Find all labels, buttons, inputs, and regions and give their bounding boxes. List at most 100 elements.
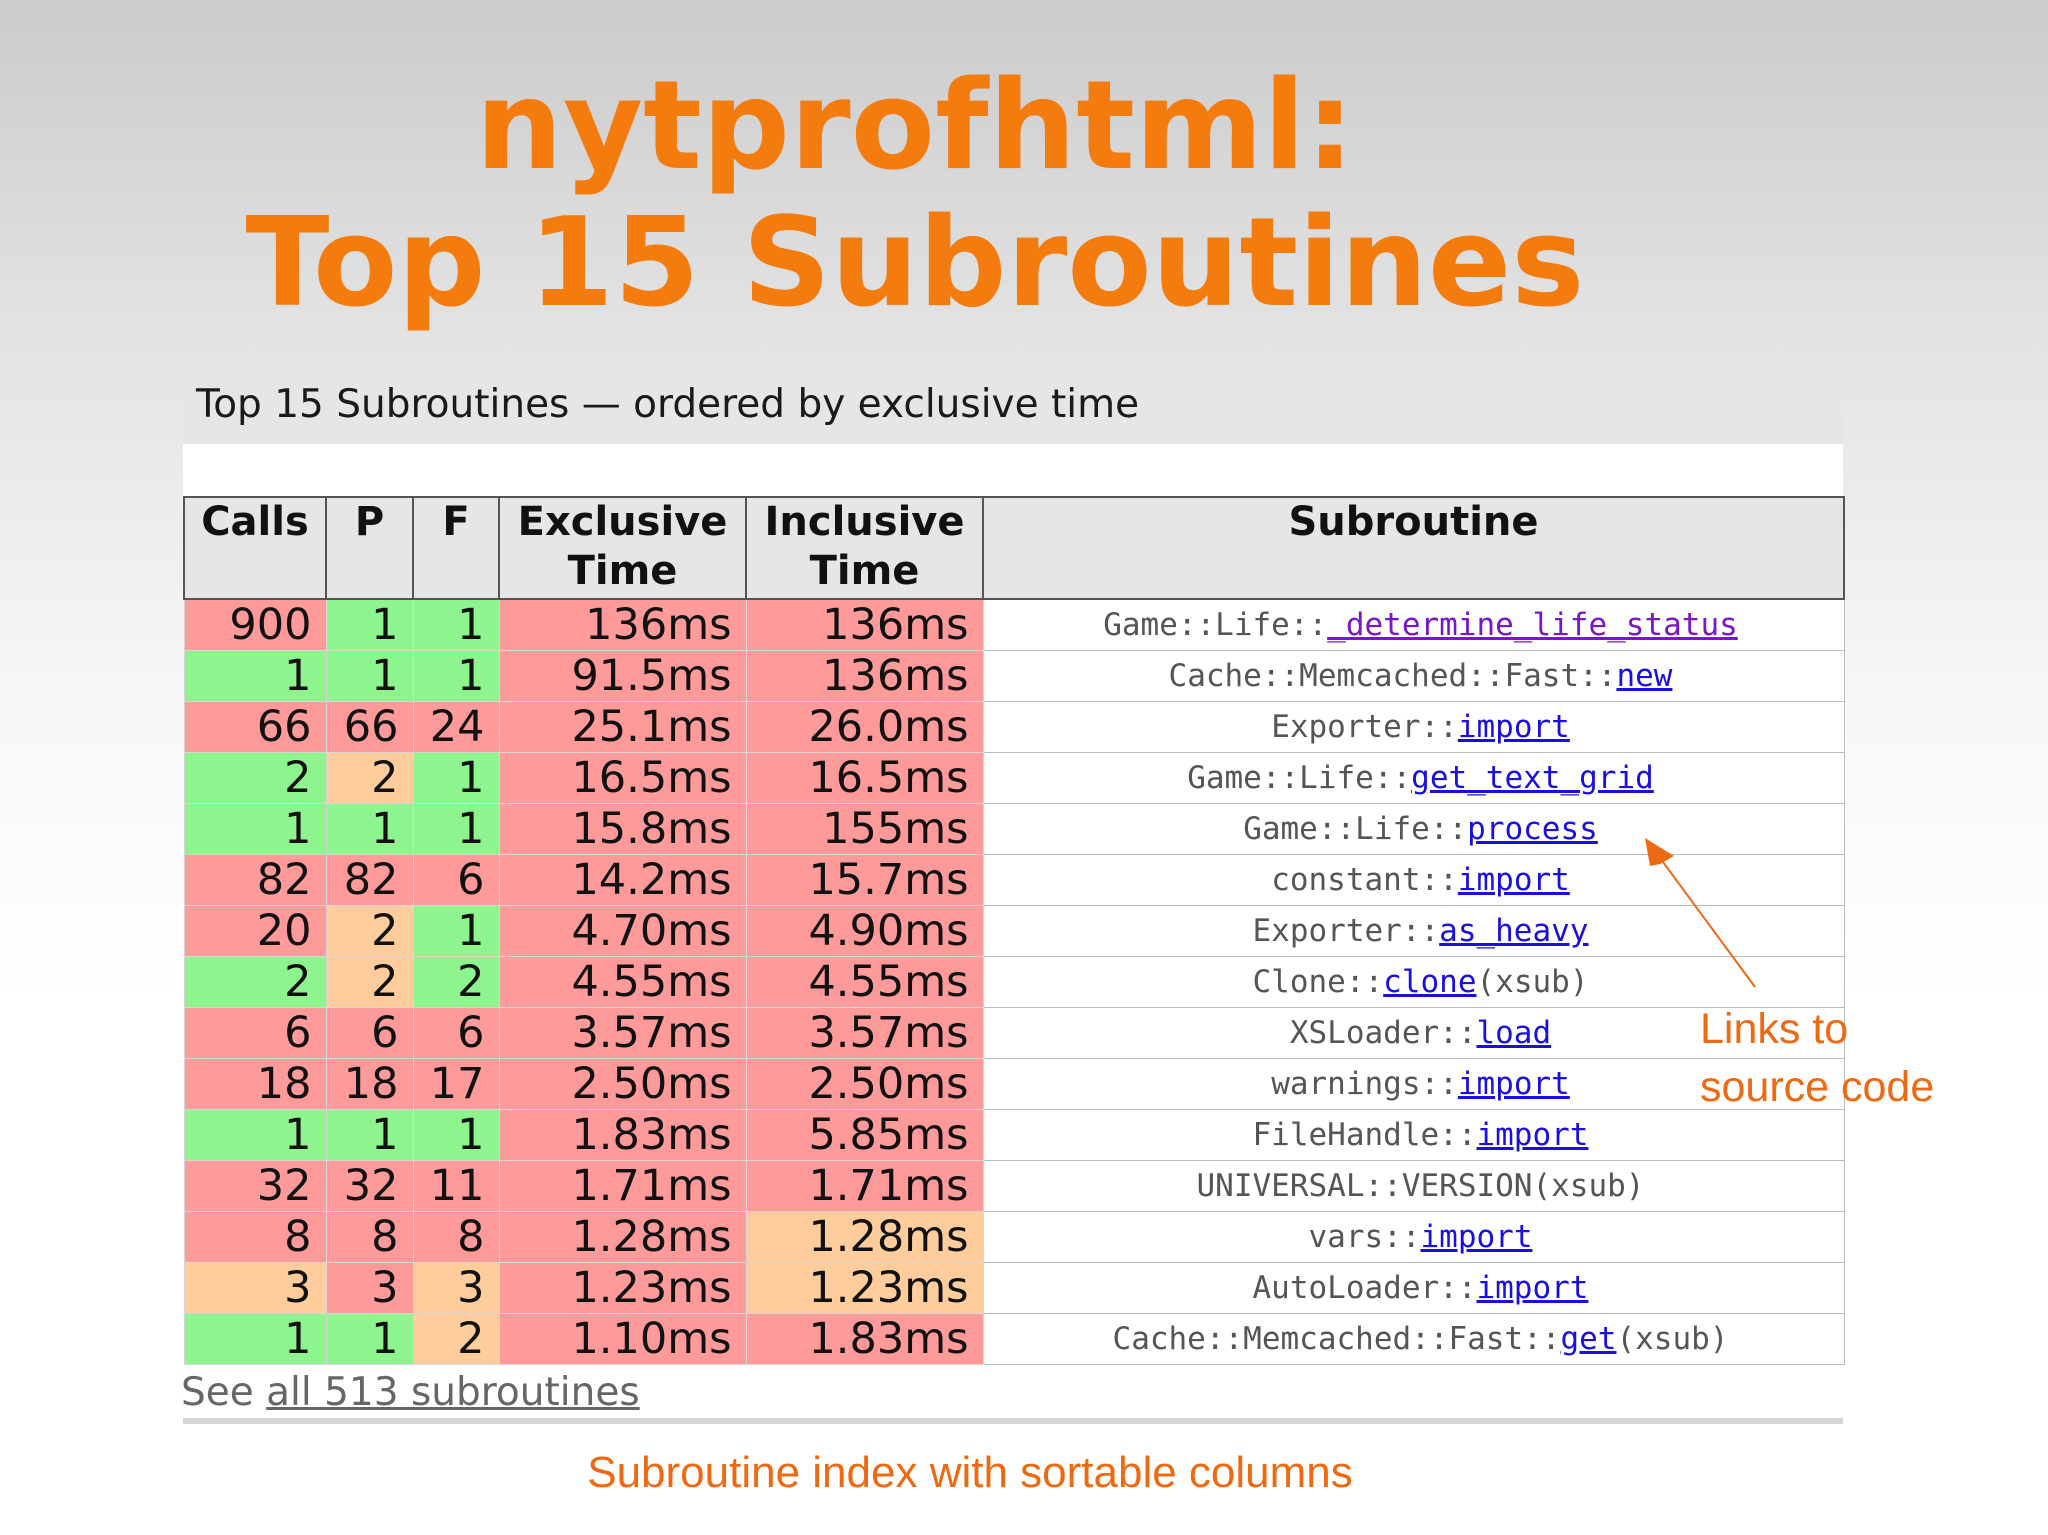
table-header-row: Calls P F Exclusive Time Inclusive Time Su… [183,496,1845,600]
table-row: 1 1 1 15.8ms 155ms Game::Life::process [183,803,1845,855]
subroutine-cell: FileHandle::import [982,1109,1845,1161]
package-name: Exporter:: [1252,913,1440,949]
subroutine-link[interactable]: load [1476,1015,1552,1051]
annotation-links-to-source: Links to source code [1700,1000,1934,1116]
p-cell: 1 [325,1313,414,1365]
exclusive-time-cell: 91.5ms [498,650,747,702]
inclusive-time-cell: 4.90ms [745,905,984,957]
table-row: 8 8 8 1.28ms 1.28ms vars::import [183,1211,1845,1263]
inclusive-time-cell: 1.23ms [745,1262,984,1314]
subroutine-cell: Cache::Memcached::Fast::new [982,650,1845,702]
table-caption: Top 15 Subroutines — ordered by exclusiv… [183,366,1843,444]
table-row: 2 2 2 4.55ms 4.55ms Clone::clone(xsub) [183,956,1845,1008]
p-cell: 66 [325,701,414,753]
f-cell: 1 [412,1109,500,1161]
f-cell: 1 [412,650,500,702]
package-name: Game::Life:: [1103,607,1328,643]
footer-caption: Subroutine index with sortable columns [587,1448,1353,1497]
inclusive-time-cell: 5.85ms [745,1109,984,1161]
column-header-f[interactable]: F [412,496,500,600]
table-row: 66 66 24 25.1ms 26.0ms Exporter::import [183,701,1845,753]
subroutine-cell: AutoLoader::import [982,1262,1845,1314]
p-cell: 2 [325,956,414,1008]
xsub-suffix: (xsub) [1616,1321,1729,1357]
p-cell: 1 [325,1109,414,1161]
exclusive-time-cell: 1.10ms [498,1313,747,1365]
subroutine-cell: Game::Life::process [982,803,1845,855]
subroutine-cell: constant::import [982,854,1845,906]
exclusive-time-cell: 16.5ms [498,752,747,804]
exclusive-time-cell: 4.70ms [498,905,747,957]
package-name: warnings:: [1271,1066,1458,1102]
package-name: vars:: [1308,1219,1421,1255]
package-name: Clone:: [1252,964,1384,1000]
exclusive-time-cell: 1.28ms [498,1211,747,1263]
column-header-exclusive-time[interactable]: Exclusive Time [498,496,747,600]
subroutine-link[interactable]: clone [1383,964,1477,1000]
calls-cell: 82 [183,854,327,906]
subroutine-cell: Clone::clone(xsub) [982,956,1845,1008]
inclusive-time-cell: 1.28ms [745,1211,984,1263]
subroutine-link[interactable]: new [1616,658,1673,694]
calls-cell: 6 [183,1007,327,1059]
subroutine-link[interactable]: import [1457,709,1570,745]
table-row: 1 1 2 1.10ms 1.83ms Cache::Memcached::Fast::g… [183,1313,1845,1365]
p-cell: 6 [325,1007,414,1059]
column-header-calls[interactable]: Calls [183,496,327,600]
exclusive-time-cell: 136ms [498,598,747,651]
calls-cell: 900 [183,598,327,651]
p-cell: 2 [325,905,414,957]
subroutine-cell: warnings::import [982,1058,1845,1110]
see-all-subroutines-link[interactable]: all 513 subroutines [266,1370,640,1415]
subroutine-link[interactable]: as_heavy [1439,913,1589,949]
table-row: 32 32 11 1.71ms 1.71ms UNIVERSAL::VERSION(xsu… [183,1160,1845,1212]
f-cell: 17 [412,1058,500,1110]
subroutine-link[interactable]: import [1420,1219,1533,1255]
subroutine-link[interactable]: import [1457,1066,1570,1102]
table-row: 2 2 1 16.5ms 16.5ms Game::Life::get_text_grid [183,752,1845,804]
table-row: 20 2 1 4.70ms 4.90ms Exporter::as_heavy [183,905,1845,957]
exclusive-time-cell: 2.50ms [498,1058,747,1110]
column-header-subroutine[interactable]: Subroutine [982,496,1845,600]
column-header-inclusive-time[interactable]: Inclusive Time [745,496,984,600]
subroutine-link[interactable]: import [1457,862,1570,898]
subroutine-cell: Exporter::as_heavy [982,905,1845,957]
column-header-p[interactable]: P [325,496,414,600]
subroutine-link[interactable]: process [1467,811,1598,847]
table-bottom-rule [183,1418,1843,1424]
p-cell: 1 [325,803,414,855]
subroutine-cell: Cache::Memcached::Fast::get(xsub) [982,1313,1845,1365]
p-cell: 1 [325,650,414,702]
package-name: Cache::Memcached::Fast:: [1112,1321,1561,1357]
subroutine-link[interactable]: import [1476,1117,1589,1153]
subroutine-link[interactable]: import [1476,1270,1589,1306]
calls-cell: 2 [183,956,327,1008]
exclusive-time-cell: 15.8ms [498,803,747,855]
subroutine-link[interactable]: get [1560,1321,1617,1357]
caption-spacer [183,444,1843,496]
subroutine-link[interactable]: get_text_grid [1411,760,1654,796]
f-cell: 2 [412,956,500,1008]
table-row: 900 1 1 136ms 136ms Game::Life::_determine_li… [183,598,1845,651]
calls-cell: 1 [183,1109,327,1161]
table-row: 3 3 3 1.23ms 1.23ms AutoLoader::import [183,1262,1845,1314]
table-row: 1 1 1 91.5ms 136ms Cache::Memcached::Fast::ne… [183,650,1845,702]
calls-cell: 1 [183,650,327,702]
package-name: Cache::Memcached::Fast:: [1168,658,1617,694]
f-cell: 1 [412,598,500,651]
f-cell: 1 [412,752,500,804]
package-name: Exporter:: [1271,709,1458,745]
calls-cell: 1 [183,1313,327,1365]
f-cell: 24 [412,701,500,753]
calls-cell: 32 [183,1160,327,1212]
xsub-suffix: (xsub) [1532,1168,1645,1204]
inclusive-time-cell: 26.0ms [745,701,984,753]
subroutine-link[interactable]: _determine_life_status [1327,607,1738,643]
subroutines-table-body: 900 1 1 136ms 136ms Game::Life::_determine_li… [183,598,1845,1365]
package-name: Game::Life:: [1187,760,1412,796]
annotation-line-2: source code [1700,1063,1935,1111]
subroutines-table: Calls P F Exclusive Time Inclusive Time Su… [183,496,1845,1365]
package-name: constant:: [1271,862,1458,898]
subroutine-cell: Game::Life::get_text_grid [982,752,1845,804]
slide-title-line-2: Top 15 Subroutines [245,192,1585,335]
